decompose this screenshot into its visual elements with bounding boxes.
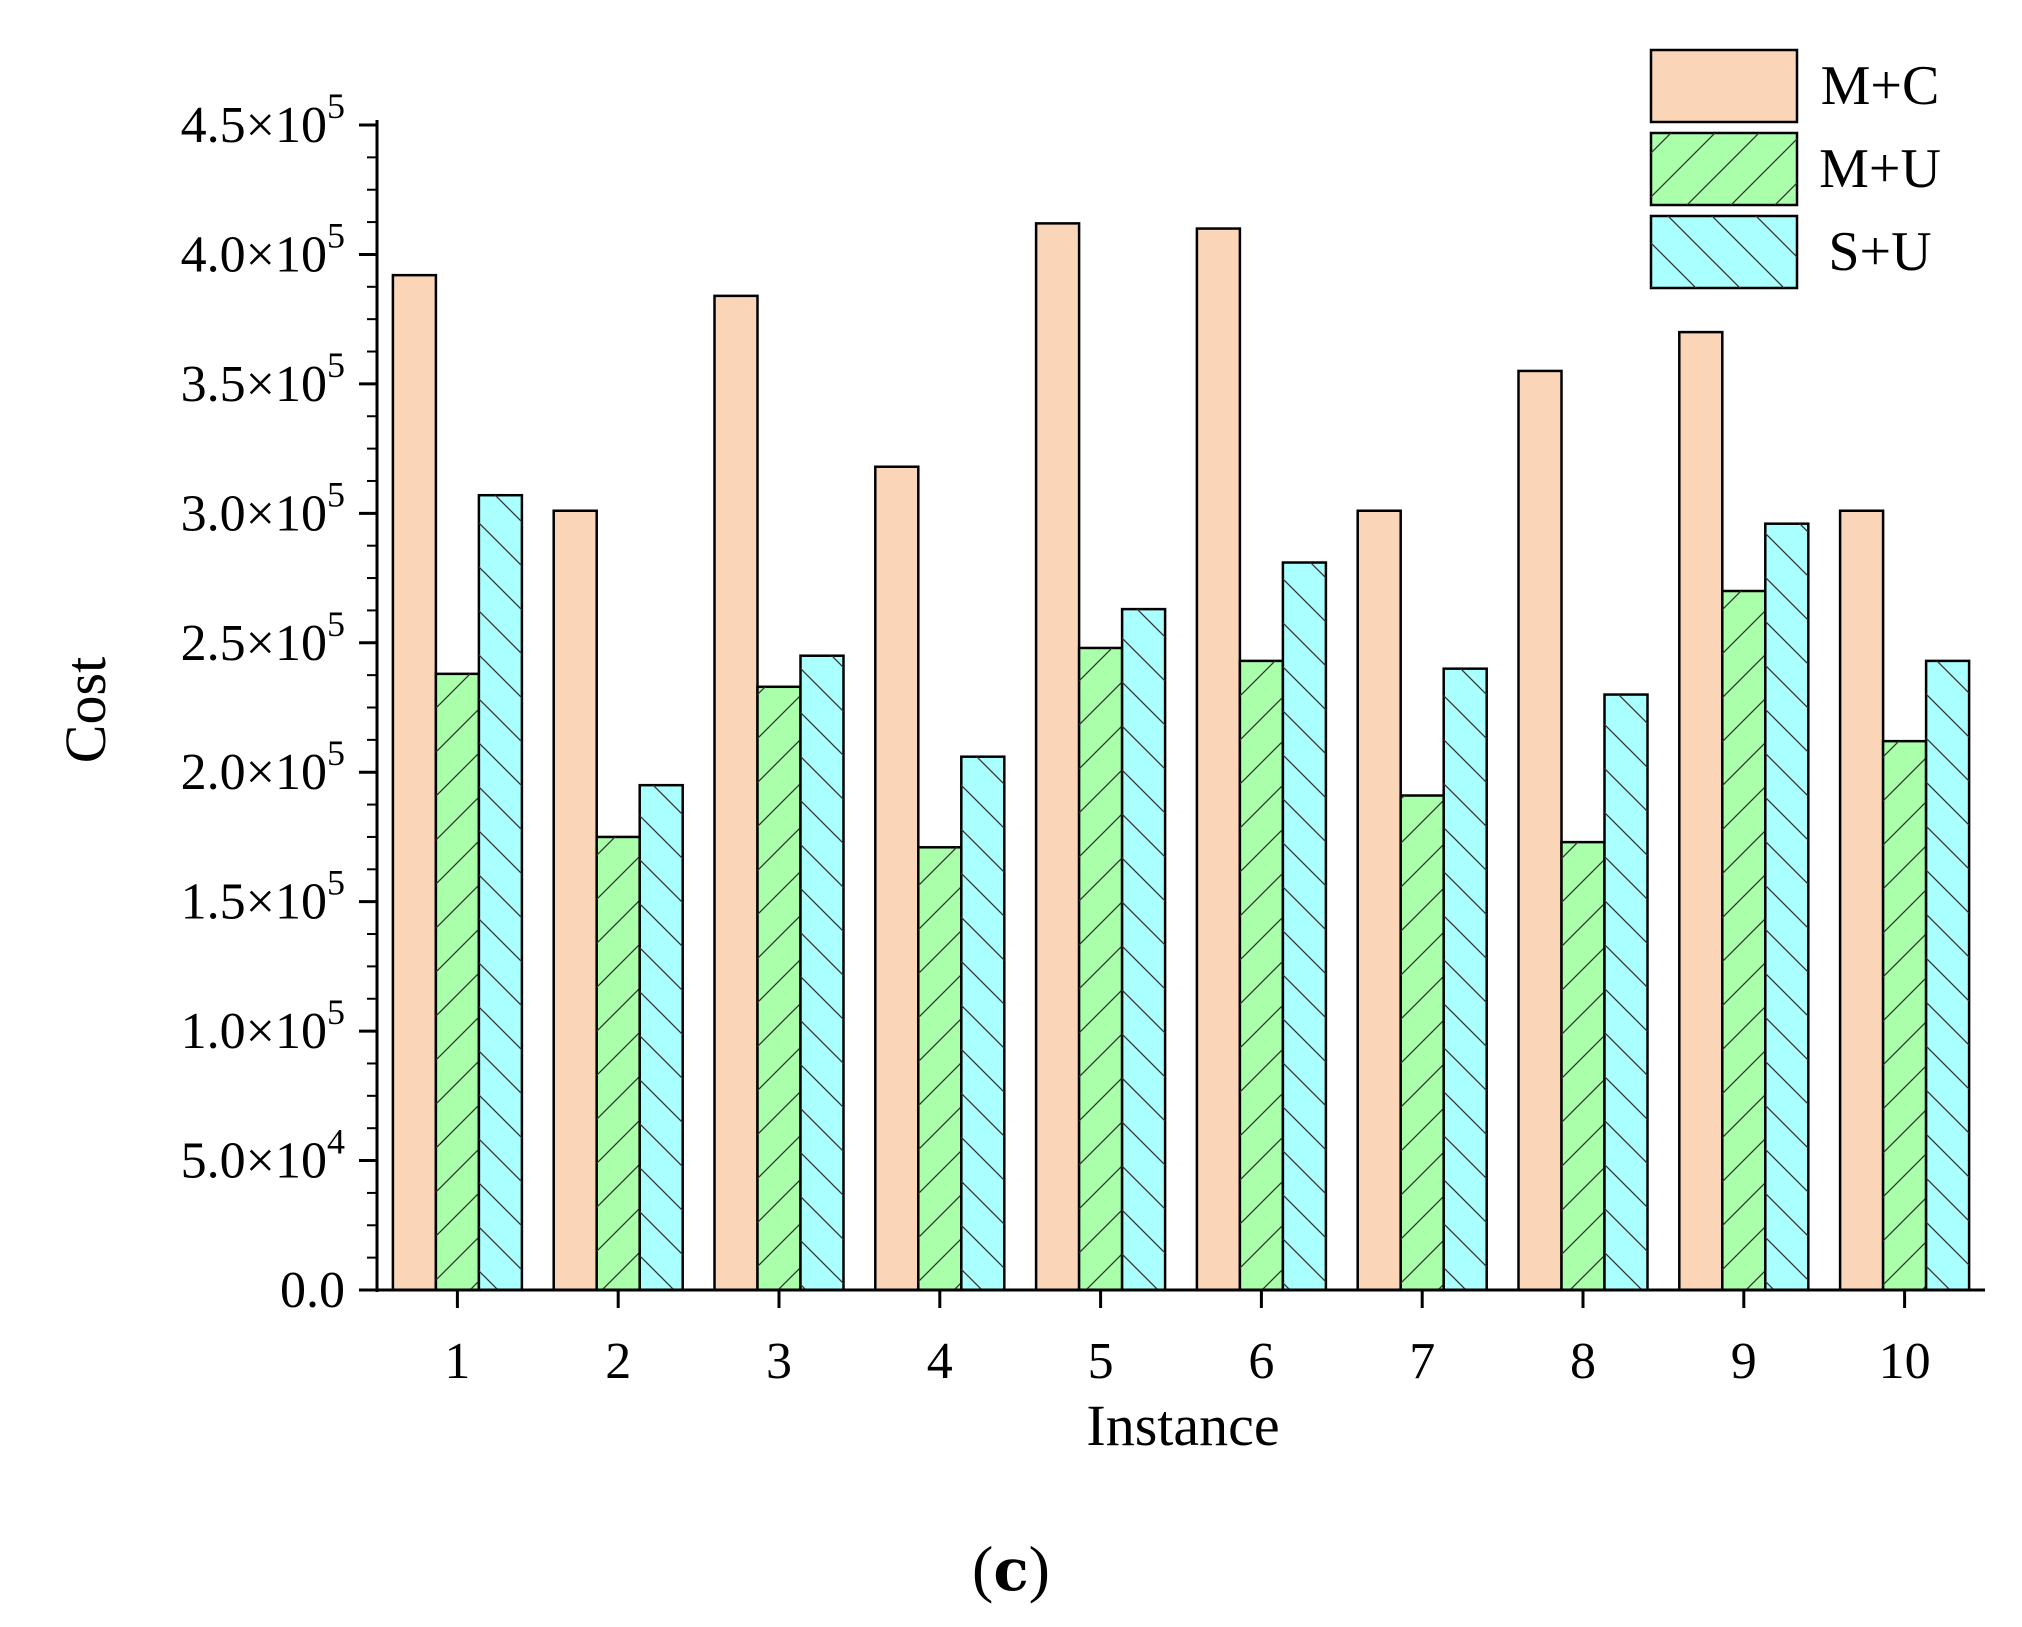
x-tick-label: 2 [605, 1333, 631, 1390]
bar-hatch-s-u-instance-10 [1926, 660, 1970, 1290]
bar-hatch-m-u-instance-5 [1079, 647, 1123, 1290]
bar-hatch-m-u-instance-3 [757, 686, 801, 1290]
caption-letter: c [993, 1536, 1028, 1604]
y-tick-label: 4.0×105 [181, 215, 345, 283]
bar-m-c-instance-9 [1678, 330, 1724, 1292]
bar-m-c-instance-5 [1034, 222, 1081, 1292]
x-tick-label: 3 [766, 1333, 792, 1390]
bar-hatch-m-u-instance-6 [1239, 660, 1283, 1290]
y-tick-label: 4.5×105 [181, 86, 345, 154]
bar-m-c-instance-7 [1356, 509, 1402, 1292]
legend-label-m-c: M+C [1821, 55, 1940, 117]
legend-swatch-hatch-m-u [1651, 133, 1797, 205]
x-axis-title: Instance [1086, 1393, 1279, 1458]
x-tick-label: 9 [1731, 1333, 1757, 1390]
bar-hatch-s-u-instance-5 [1122, 609, 1166, 1290]
legend-label-s-u: S+U [1828, 221, 1931, 283]
x-tick-label: 1 [444, 1333, 470, 1390]
bar-hatch-m-u-instance-10 [1883, 741, 1927, 1290]
y-tick-label: 2.5×105 [181, 604, 345, 672]
bar-hatch-m-u-instance-9 [1722, 591, 1766, 1290]
bar-m-c-instance-2 [552, 509, 598, 1292]
bar-hatch-s-u-instance-6 [1282, 562, 1326, 1290]
bar-m-c-instance-1 [391, 273, 438, 1292]
bar-hatch-m-u-instance-7 [1400, 795, 1444, 1290]
figure-caption: (c) [972, 1533, 1050, 1604]
caption-suffix: ) [1029, 1533, 1050, 1604]
y-tick-label: 3.5×105 [181, 345, 345, 413]
bars-layer [391, 222, 1971, 1292]
bar-m-c-instance-3 [713, 294, 759, 1292]
axes-layer [359, 120, 1985, 1308]
x-tick-label: 4 [927, 1333, 953, 1390]
legend-swatch-m-c [1649, 48, 1799, 124]
bar-hatch-m-u-instance-1 [435, 673, 479, 1290]
bar-m-c-instance-6 [1195, 227, 1242, 1292]
bar-m-c-instance-10 [1838, 509, 1885, 1292]
x-tick-label: 5 [1088, 1333, 1114, 1390]
caption-prefix: ( [972, 1533, 993, 1604]
y-tick-label: 3.0×105 [181, 474, 345, 542]
bar-hatch-m-u-instance-8 [1561, 842, 1605, 1290]
bar-hatch-s-u-instance-9 [1765, 523, 1809, 1290]
y-tick-label: 5.0×104 [181, 1122, 345, 1190]
legend: M+C M+U S+U [1649, 48, 1941, 290]
bar-hatch-s-u-instance-1 [478, 495, 522, 1290]
y-axis-title: Cost [53, 657, 118, 763]
y-tick-label: 2.0×105 [181, 733, 345, 801]
y-tick-label: 1.0×105 [181, 992, 345, 1060]
y-tick-label: 0.0 [280, 1262, 345, 1319]
labels-layer: Instance Cost (c) 0.0 5.0×104 1.0×105 1.5×1… [53, 86, 1931, 1604]
x-tick-label: 6 [1248, 1333, 1274, 1390]
bar-hatch-s-u-instance-4 [961, 756, 1005, 1290]
bar-hatch-s-u-instance-7 [1443, 668, 1487, 1290]
bar-hatch-s-u-instance-8 [1604, 694, 1648, 1290]
bar-hatch-m-u-instance-4 [918, 847, 962, 1290]
x-tick-label: 8 [1570, 1333, 1596, 1390]
bar-hatch-m-u-instance-2 [596, 836, 640, 1290]
bar-m-c-instance-8 [1517, 369, 1563, 1292]
bar-hatch-s-u-instance-2 [639, 785, 683, 1290]
x-tick-label: 10 [1879, 1333, 1931, 1390]
bar-m-c-instance-4 [874, 465, 920, 1292]
x-tick-label: 7 [1409, 1333, 1435, 1390]
legend-swatch-hatch-s-u [1651, 216, 1797, 288]
legend-label-m-u: M+U [1819, 138, 1941, 200]
bar-hatch-s-u-instance-3 [800, 655, 844, 1290]
y-tick-label: 1.5×105 [181, 863, 345, 931]
